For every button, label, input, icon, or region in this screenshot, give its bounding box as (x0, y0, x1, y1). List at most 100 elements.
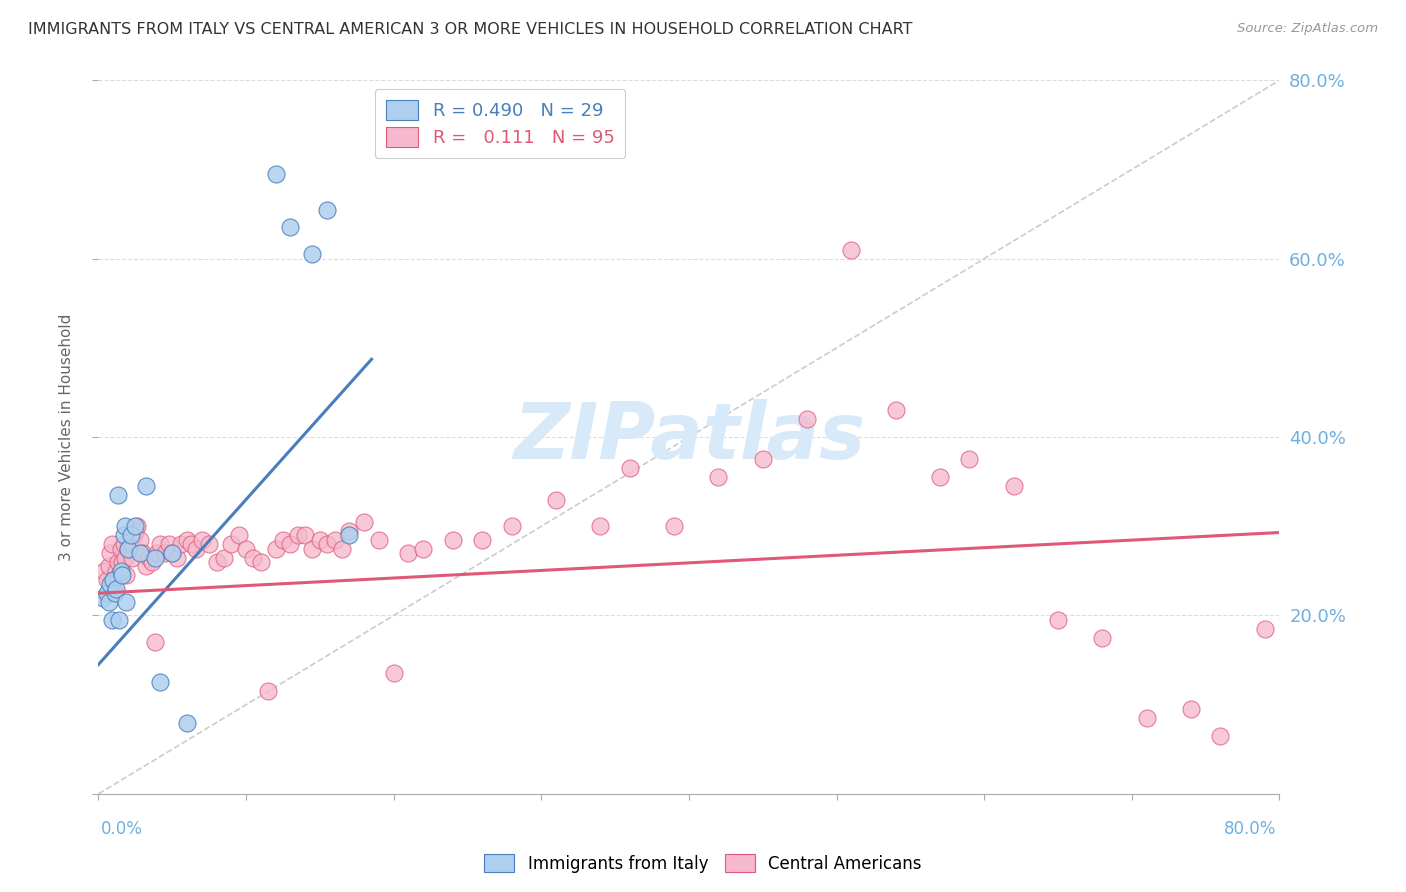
Point (149, 675, 172, 690)
Point (1046, 613, 1069, 627)
Point (264, 541, 287, 556)
Point (287, 528, 309, 542)
Point (96, 573, 118, 587)
Point (170, 537, 193, 551)
Point (501, 519, 523, 533)
Point (157, 537, 180, 551)
Point (108, 613, 131, 627)
Point (1254, 622, 1277, 636)
Point (664, 519, 686, 533)
Point (1002, 479, 1025, 493)
Point (301, 541, 323, 556)
Point (242, 550, 264, 565)
Point (132, 546, 155, 560)
Point (751, 452, 773, 467)
Point (257, 684, 280, 698)
Point (339, 524, 360, 538)
Point (316, 202, 339, 217)
Point (382, 666, 405, 681)
Point (114, 550, 136, 565)
Point (162, 546, 183, 560)
Point (100, 537, 122, 551)
Point (1091, 631, 1114, 645)
Point (149, 537, 172, 551)
Point (176, 715, 198, 730)
Point (235, 541, 257, 556)
Point (546, 492, 568, 507)
Point (93, 564, 115, 578)
Point (191, 533, 214, 547)
Point (117, 541, 139, 556)
Point (309, 533, 332, 547)
Point (138, 550, 160, 565)
Point (1135, 711, 1157, 725)
Point (108, 568, 131, 582)
Point (120, 537, 142, 551)
Point (97, 559, 120, 574)
Point (278, 220, 302, 235)
Point (884, 403, 907, 417)
Point (98, 546, 121, 560)
Point (120, 528, 142, 542)
Point (121, 550, 143, 565)
Point (928, 470, 950, 484)
Point (959, 452, 981, 467)
Point (143, 635, 166, 649)
Point (115, 568, 138, 582)
Point (339, 528, 360, 542)
Point (125, 519, 148, 533)
Point (112, 537, 135, 551)
Point (278, 537, 302, 551)
Point (294, 528, 316, 542)
Point (264, 167, 287, 181)
Point (176, 533, 198, 547)
Point (146, 546, 169, 560)
Point (301, 247, 323, 261)
Point (110, 541, 132, 556)
Point (111, 555, 134, 569)
Point (122, 528, 145, 542)
Point (166, 550, 188, 565)
Legend: Immigrants from Italy, Central Americans: Immigrants from Italy, Central Americans (478, 847, 928, 880)
Point (143, 550, 166, 565)
Point (707, 470, 730, 484)
Point (353, 515, 375, 529)
Point (330, 541, 353, 556)
Point (135, 559, 157, 574)
Point (212, 550, 235, 565)
Point (180, 537, 202, 551)
Point (184, 541, 207, 556)
Point (153, 546, 176, 560)
Point (198, 537, 221, 551)
Point (316, 537, 339, 551)
Point (128, 533, 150, 547)
Y-axis label: 3 or more Vehicles in Household: 3 or more Vehicles in Household (59, 313, 75, 561)
Point (1209, 729, 1232, 743)
Point (141, 555, 163, 569)
Point (110, 564, 132, 578)
Point (112, 528, 135, 542)
Point (228, 528, 250, 542)
Point (124, 519, 146, 533)
Point (98, 577, 121, 591)
Legend: R = 0.490   N = 29, R =   0.111   N = 95: R = 0.490 N = 29, R = 0.111 N = 95 (375, 89, 626, 158)
Point (441, 533, 464, 547)
Point (162, 546, 183, 560)
Point (589, 519, 612, 533)
Point (471, 533, 494, 547)
Point (103, 573, 125, 587)
Text: 0.0%: 0.0% (101, 820, 143, 838)
Point (368, 533, 391, 547)
Point (104, 586, 127, 600)
Text: Source: ZipAtlas.com: Source: ZipAtlas.com (1237, 22, 1378, 36)
Point (841, 243, 863, 257)
Text: IMMIGRANTS FROM ITALY VS CENTRAL AMERICAN 3 OR MORE VEHICLES IN HOUSEHOLD CORREL: IMMIGRANTS FROM ITALY VS CENTRAL AMERICA… (28, 22, 912, 37)
Point (103, 573, 125, 587)
Point (97, 595, 120, 609)
Point (271, 533, 294, 547)
Point (105, 564, 128, 578)
Point (115, 595, 138, 609)
Point (111, 568, 134, 582)
Text: 80.0%: 80.0% (1225, 820, 1277, 838)
Point (323, 533, 346, 547)
